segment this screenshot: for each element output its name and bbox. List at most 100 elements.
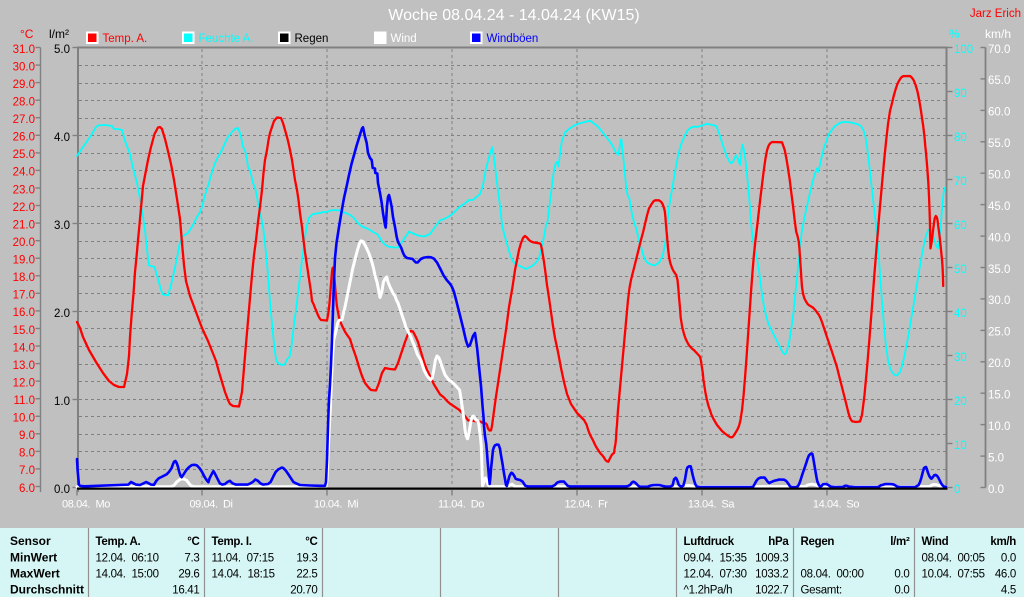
svg-text:19.3: 19.3 — [296, 553, 317, 565]
svg-text:Temp. A.: Temp. A. — [103, 33, 148, 45]
svg-text:20.0: 20.0 — [988, 358, 1010, 370]
svg-text:0.0: 0.0 — [988, 484, 1004, 496]
svg-text:11.04. Do: 11.04. Do — [438, 499, 484, 511]
svg-text:50: 50 — [954, 264, 967, 276]
svg-text:7.3: 7.3 — [184, 553, 199, 565]
svg-text:17.0: 17.0 — [13, 290, 35, 302]
svg-text:°C: °C — [305, 536, 317, 548]
svg-text:12.0: 12.0 — [13, 377, 35, 389]
svg-text:12.04. 07:30: 12.04. 07:30 — [684, 569, 747, 581]
svg-text:12.04. Fr: 12.04. Fr — [564, 499, 608, 511]
svg-text:80: 80 — [954, 132, 967, 144]
svg-text:Windböen: Windböen — [487, 33, 539, 45]
svg-text:21.0: 21.0 — [13, 219, 35, 231]
svg-text:20.70: 20.70 — [290, 585, 317, 597]
svg-text:0: 0 — [954, 484, 960, 496]
svg-text:18.0: 18.0 — [13, 272, 35, 284]
svg-text:60.0: 60.0 — [988, 107, 1010, 119]
svg-text:13.04. Sa: 13.04. Sa — [688, 499, 735, 511]
svg-text:11.04. 07:15: 11.04. 07:15 — [212, 553, 274, 565]
svg-text:08.04. 00:00: 08.04. 00:00 — [801, 569, 864, 581]
svg-text:14.04. So: 14.04. So — [813, 499, 859, 511]
svg-text:5.0: 5.0 — [54, 44, 70, 56]
svg-text:19.0: 19.0 — [13, 255, 35, 267]
svg-text:10.04. 07:55: 10.04. 07:55 — [922, 569, 985, 581]
svg-text:13.0: 13.0 — [13, 360, 35, 372]
svg-text:Jarz Erich: Jarz Erich — [970, 8, 1021, 20]
svg-text:14.0: 14.0 — [13, 342, 35, 354]
svg-text:14.04. 18:15: 14.04. 18:15 — [212, 569, 275, 581]
svg-text:6.0: 6.0 — [19, 483, 35, 495]
svg-text:Wind: Wind — [391, 33, 417, 45]
svg-text:Durchschnitt: Durchschnitt — [10, 583, 84, 597]
svg-text:12.04. 06:10: 12.04. 06:10 — [96, 553, 159, 565]
svg-text:10.04. Mi: 10.04. Mi — [314, 499, 358, 511]
svg-text:Gesamt:: Gesamt: — [801, 585, 842, 597]
svg-text:1033.2: 1033.2 — [755, 569, 788, 581]
svg-text:55.0: 55.0 — [988, 138, 1010, 150]
svg-text:7.0: 7.0 — [19, 465, 35, 477]
svg-text:15.0: 15.0 — [13, 325, 35, 337]
svg-text:08.04. 00:05: 08.04. 00:05 — [922, 553, 985, 565]
svg-text:60: 60 — [954, 220, 967, 232]
svg-text:Woche 08.04.24 - 14.04.24 (KW1: Woche 08.04.24 - 14.04.24 (KW15) — [388, 7, 639, 24]
svg-text:27.0: 27.0 — [13, 114, 35, 126]
svg-text:^1.2hPa/h: ^1.2hPa/h — [684, 585, 733, 597]
svg-text:Sensor: Sensor — [10, 534, 51, 548]
svg-text:90: 90 — [954, 88, 967, 100]
svg-text:2.0: 2.0 — [54, 308, 70, 320]
svg-text:30.0: 30.0 — [13, 61, 35, 73]
svg-text:°C: °C — [20, 27, 34, 41]
svg-text:0.0: 0.0 — [54, 484, 70, 496]
svg-text:40: 40 — [954, 308, 967, 320]
svg-text:hPa: hPa — [768, 536, 789, 548]
svg-text:0.0: 0.0 — [1001, 553, 1016, 565]
svg-text:22.0: 22.0 — [13, 202, 35, 214]
svg-text:20: 20 — [954, 396, 967, 408]
svg-text:4.5: 4.5 — [1001, 585, 1016, 597]
svg-text:Wind: Wind — [922, 536, 949, 548]
svg-text:09.04. Di: 09.04. Di — [189, 499, 232, 511]
svg-text:1.0: 1.0 — [54, 396, 70, 408]
svg-text:MaxWert: MaxWert — [10, 567, 60, 581]
svg-text:1022.7: 1022.7 — [755, 585, 788, 597]
svg-text:8.0: 8.0 — [19, 448, 35, 460]
svg-text:46.0: 46.0 — [995, 569, 1016, 581]
svg-text:29.0: 29.0 — [13, 79, 35, 91]
svg-text:Luftdruck: Luftdruck — [684, 536, 735, 548]
svg-text:16.0: 16.0 — [13, 307, 35, 319]
svg-text:1009.3: 1009.3 — [755, 553, 788, 565]
svg-text:Temp. A.: Temp. A. — [96, 536, 141, 548]
svg-text:45.0: 45.0 — [988, 201, 1010, 213]
svg-text:%: % — [949, 27, 960, 41]
svg-text:20.0: 20.0 — [13, 237, 35, 249]
svg-text:30: 30 — [954, 352, 967, 364]
svg-text:0.0: 0.0 — [894, 569, 909, 581]
svg-text:10.0: 10.0 — [988, 421, 1010, 433]
svg-text:10.0: 10.0 — [13, 413, 35, 425]
svg-text:9.0: 9.0 — [19, 430, 35, 442]
svg-text:Regen: Regen — [295, 33, 329, 45]
svg-text:09.04. 15:35: 09.04. 15:35 — [684, 553, 747, 565]
svg-text:100: 100 — [954, 44, 973, 56]
svg-text:25.0: 25.0 — [13, 149, 35, 161]
svg-text:l/m²: l/m² — [49, 27, 69, 41]
svg-text:l/m²: l/m² — [890, 536, 910, 548]
svg-text:70.0: 70.0 — [988, 44, 1010, 56]
svg-text:24.0: 24.0 — [13, 167, 35, 179]
svg-text:28.0: 28.0 — [13, 97, 35, 109]
svg-text:31.0: 31.0 — [13, 44, 35, 56]
svg-text:10: 10 — [954, 440, 967, 452]
svg-text:Temp. I.: Temp. I. — [212, 536, 252, 548]
svg-text:50.0: 50.0 — [988, 170, 1010, 182]
svg-text:Regen: Regen — [801, 536, 835, 548]
svg-text:08.04. Mo: 08.04. Mo — [62, 499, 110, 511]
svg-text:km/h: km/h — [985, 27, 1011, 41]
svg-text:5.0: 5.0 — [988, 452, 1004, 464]
svg-text:40.0: 40.0 — [988, 232, 1010, 244]
svg-text:65.0: 65.0 — [988, 75, 1010, 87]
svg-text:25.0: 25.0 — [988, 327, 1010, 339]
svg-text:4.0: 4.0 — [54, 132, 70, 144]
svg-text:0.0: 0.0 — [894, 585, 909, 597]
svg-text:14.04. 15:00: 14.04. 15:00 — [96, 569, 159, 581]
